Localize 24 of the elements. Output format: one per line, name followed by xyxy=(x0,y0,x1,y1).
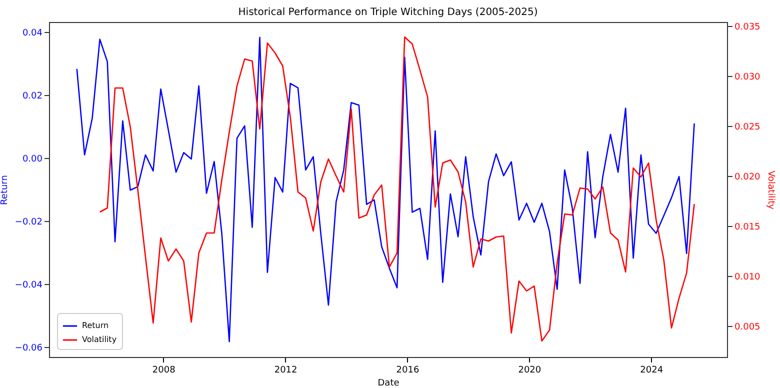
legend-label: Return xyxy=(82,321,109,330)
x-tick-label: 2012 xyxy=(274,366,298,376)
x-tick-label: 2020 xyxy=(518,366,542,376)
y-axis-title: Return xyxy=(0,175,10,205)
y-tick-label: 0.02 xyxy=(22,92,42,102)
y2-tick-label: 0.005 xyxy=(734,322,760,332)
y2-tick-label: 0.015 xyxy=(734,222,760,232)
y2-axis-title: Volatility xyxy=(765,170,776,210)
y-tick-label: 0.00 xyxy=(22,154,43,165)
chart-title: Historical Performance on Triple Witching Days (2005-2025) xyxy=(238,7,538,18)
y-tick-label: −0.06 xyxy=(14,343,43,354)
x-tick-label: 2016 xyxy=(396,366,420,376)
x-axis-title: Date xyxy=(378,378,400,388)
y2-tick-label: 0.010 xyxy=(734,272,761,282)
x-tick-label: 2024 xyxy=(640,366,664,376)
y2-tick-label: 0.030 xyxy=(734,72,761,82)
legend-label: Volatility xyxy=(82,335,117,344)
y2-tick-label: 0.020 xyxy=(734,172,761,182)
y2-tick-label: 0.025 xyxy=(734,122,760,132)
y-tick-label: −0.04 xyxy=(14,280,43,290)
y2-tick-label: 0.035 xyxy=(734,22,760,32)
y-tick-label: −0.02 xyxy=(14,217,42,228)
x-tick-label: 2008 xyxy=(152,366,176,376)
y-tick-label: 0.04 xyxy=(22,28,43,39)
